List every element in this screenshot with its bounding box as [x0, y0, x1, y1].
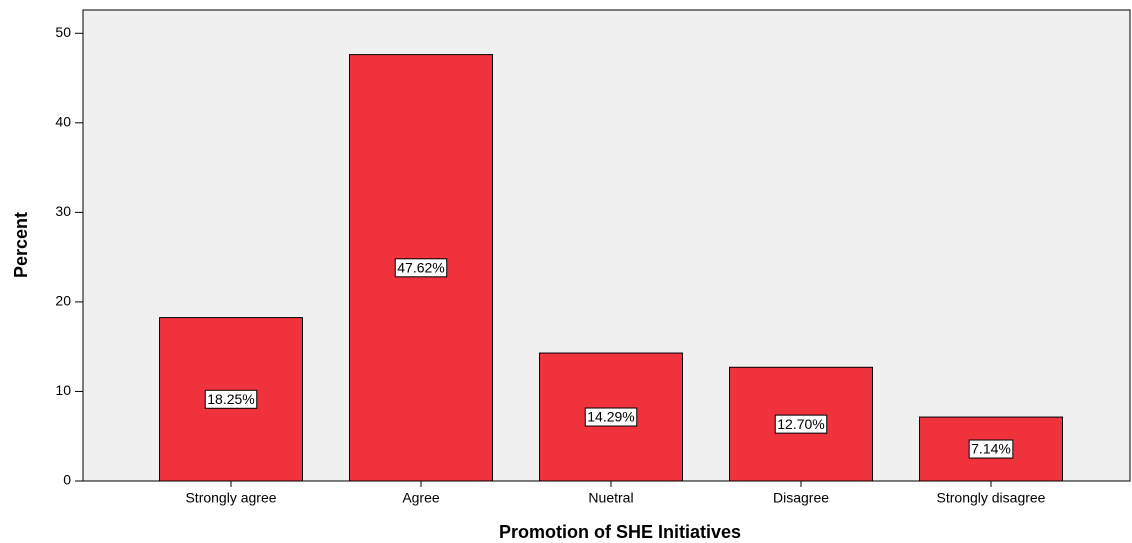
y-axis-title: Percent [11, 212, 31, 278]
value-label-box [774, 414, 828, 434]
value-label: 18.25% [207, 391, 254, 407]
value-label: 12.70% [777, 416, 824, 432]
value-label: 7.14% [971, 441, 1011, 457]
x-tick-label: Nuetral [588, 490, 633, 506]
x-tick-label: Disagree [773, 490, 829, 506]
x-axis-title: Promotion of SHE Initiatives [499, 522, 741, 542]
value-label-box [204, 389, 258, 409]
x-tick-label: Agree [402, 490, 440, 506]
value-label: 14.29% [587, 409, 634, 425]
y-tick-label: 30 [55, 203, 71, 219]
value-label-box [968, 439, 1014, 459]
value-label-box [394, 258, 448, 278]
y-tick-label: 0 [63, 472, 71, 488]
value-label-box [584, 407, 638, 427]
x-tick-label: Strongly disagree [937, 490, 1046, 506]
value-label: 47.62% [397, 259, 444, 275]
y-tick-label: 50 [55, 24, 71, 40]
x-tick-label: Strongly agree [185, 490, 276, 506]
y-tick-label: 40 [55, 114, 71, 130]
y-tick-label: 10 [55, 382, 71, 398]
y-tick-label: 20 [55, 293, 71, 309]
